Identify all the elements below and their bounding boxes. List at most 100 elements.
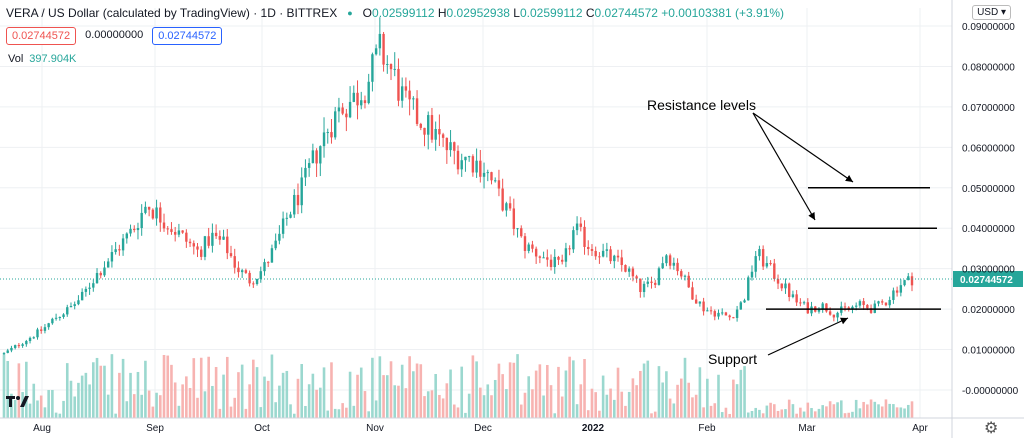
volume-bar — [836, 402, 839, 418]
volume-bar — [560, 396, 564, 418]
candle-body — [88, 287, 91, 289]
volume-bar — [51, 389, 54, 418]
candle-body — [337, 107, 341, 112]
gear-icon[interactable]: ⚙ — [984, 420, 999, 437]
volume-bar — [490, 395, 493, 418]
tradingview-logo-icon[interactable] — [6, 393, 30, 409]
candle-body — [203, 236, 207, 257]
candle-body — [776, 278, 780, 284]
volume-bar — [750, 411, 754, 418]
candle-body — [869, 308, 873, 313]
volume-bar — [572, 360, 575, 418]
candle-body — [434, 129, 437, 140]
candle-body — [795, 294, 798, 303]
candle-body — [583, 226, 586, 247]
volume-bar — [69, 380, 73, 418]
volume-bar — [397, 385, 400, 418]
candle-body — [456, 150, 460, 170]
buy-price-button[interactable]: 0.02744572 — [152, 27, 223, 45]
candle-body — [862, 301, 865, 305]
candle-body — [758, 249, 761, 257]
candle-body — [92, 283, 95, 288]
resistance-annotation: Resistance levels — [647, 97, 756, 113]
candle-body — [549, 259, 553, 267]
candle-body — [311, 150, 315, 164]
candle-body — [501, 188, 504, 211]
volume-bar — [192, 358, 196, 418]
candle-body — [892, 290, 895, 300]
volume-bar — [17, 363, 21, 418]
candle-body — [192, 243, 195, 247]
symbol-title[interactable]: VERA / US Dollar (calculated by TradingV… — [6, 6, 338, 20]
volume-bar — [519, 404, 523, 418]
candle-body — [471, 156, 475, 173]
volume-bar — [211, 385, 214, 418]
y-tick-label: 0.09000000 — [962, 22, 1015, 33]
volume-bar — [263, 376, 266, 418]
candle-body — [140, 212, 143, 229]
candle-body — [750, 271, 754, 278]
volume-bar — [259, 407, 263, 418]
volume-bar — [683, 357, 687, 418]
low-value: 0.02599112 — [519, 6, 583, 20]
candle-body — [564, 248, 568, 262]
volume-bar — [646, 360, 650, 418]
volume-bar — [188, 387, 192, 418]
candle-body — [832, 314, 836, 318]
candle-body — [706, 310, 709, 312]
candle-body — [263, 262, 266, 272]
candle-body — [408, 90, 411, 100]
open-value: 0.02599112 — [372, 6, 435, 20]
candle-body — [657, 268, 661, 285]
candle-body — [825, 303, 828, 312]
candle-body — [185, 232, 188, 242]
volume-bar — [813, 411, 817, 418]
candle-body — [382, 33, 385, 65]
volume-bar — [326, 410, 330, 418]
volume-bar — [438, 394, 441, 418]
candle-body — [430, 115, 434, 140]
candle-body — [709, 310, 713, 312]
sell-price-button[interactable]: 0.02744572 — [6, 27, 77, 45]
volume-bar — [62, 400, 65, 418]
volume-value: 397.904K — [29, 53, 77, 65]
candle-body — [36, 329, 39, 338]
volume-bar — [854, 399, 858, 418]
volume-bar — [196, 397, 199, 418]
candle-body — [121, 238, 125, 251]
volume-bar — [806, 402, 810, 418]
volume-bar — [639, 370, 642, 418]
ohlc-values: O0.02599112 H0.02952938 L0.02599112 C0.0… — [362, 6, 785, 20]
volume-bar — [99, 365, 103, 418]
volume-bar — [289, 404, 292, 418]
support-arrow — [767, 317, 849, 356]
candle-body — [259, 271, 262, 279]
volume-bar — [851, 411, 854, 418]
spread-value: 0.00000000 — [80, 27, 149, 45]
candle-body — [910, 276, 914, 286]
candle-body — [676, 262, 679, 272]
candle-body — [43, 327, 47, 331]
candle-body — [315, 150, 318, 164]
candle-body — [520, 228, 523, 237]
candle-body — [721, 312, 724, 314]
candle-body — [661, 263, 664, 269]
candle-body — [10, 347, 13, 351]
volume-bar — [430, 390, 434, 418]
currency-select[interactable]: USD ▾ — [972, 5, 1011, 20]
candle-body — [322, 132, 326, 147]
candle-body — [233, 256, 236, 268]
candle-body — [449, 142, 452, 151]
candle-body — [196, 246, 199, 250]
volume-bar — [493, 379, 497, 418]
volume-bar — [802, 411, 806, 418]
candle-body — [538, 256, 542, 258]
candle-body — [270, 248, 274, 263]
candle-body — [494, 180, 497, 182]
volume-bar — [207, 356, 210, 418]
candle-body — [66, 307, 69, 315]
candle-body — [255, 278, 259, 284]
volume-bar — [538, 364, 542, 418]
candle-body — [58, 316, 62, 318]
